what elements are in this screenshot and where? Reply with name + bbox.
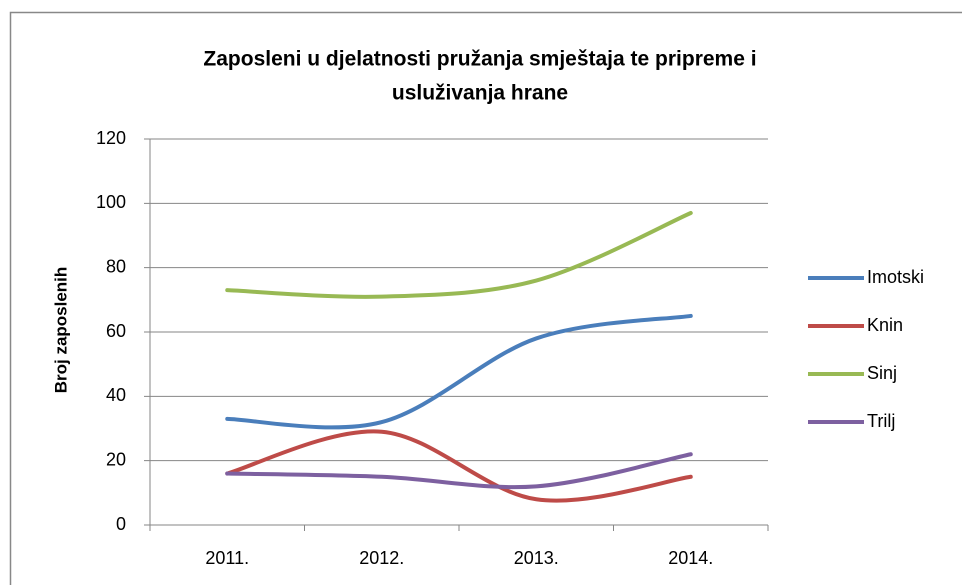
series-line [225,452,693,490]
chart-title: Zaposleni u djelatnosti pružanja smješta… [203,48,756,71]
series-line [225,429,693,503]
y-tick-label: 40 [106,385,126,405]
y-tick-label: 0 [116,514,126,534]
y-axis-label: Broj zaposlenih [51,267,70,394]
y-tick-label: 120 [96,128,126,148]
chart-title: usluživanja hrane [392,82,568,105]
chart-border [9,11,962,585]
y-tick-label: 20 [106,449,126,469]
legend-label: Trilj [867,411,895,431]
y-tick-label: 100 [96,192,126,212]
x-tick-label: 2011. [205,548,249,568]
series-line [225,210,693,299]
legend-label: Imotski [867,267,924,287]
legend-label: Knin [867,315,903,335]
y-tick-label: 60 [106,321,126,341]
x-tick-label: 2013. [514,548,559,568]
legend-label: Sinj [867,363,897,383]
x-tick-label: 2014. [668,548,713,568]
x-tick-label: 2012. [359,548,404,568]
y-tick-label: 80 [106,256,126,276]
series-line [225,313,693,430]
